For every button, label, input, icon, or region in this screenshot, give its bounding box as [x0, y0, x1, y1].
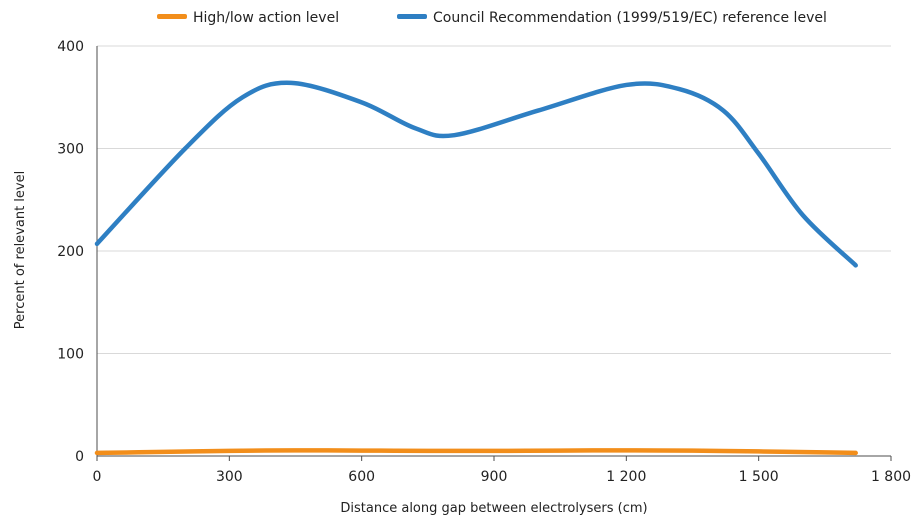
x-tick-label: 1 500 [739, 469, 779, 485]
x-tick-label: 900 [481, 469, 508, 485]
y-tick-label: 400 [57, 39, 84, 55]
y-tick-label: 200 [57, 244, 84, 260]
legend: High/low action level Council Recommenda… [157, 10, 827, 26]
legend-swatch-council [397, 14, 427, 19]
x-axis-title: Distance along gap between electrolysers… [340, 501, 647, 516]
legend-swatch-high-low [157, 14, 187, 19]
x-tick-label: 600 [348, 469, 375, 485]
y-tick-label: 100 [57, 347, 84, 363]
y-tick-label: 0 [75, 449, 84, 465]
series-layer [97, 83, 856, 453]
x-tick-label: 1 200 [606, 469, 646, 485]
series-line-high-low-action-level [97, 450, 856, 453]
gridlines [97, 46, 891, 456]
y-axis-title: Percent of relevant level [13, 171, 28, 329]
x-tick-label: 0 [93, 469, 102, 485]
x-tick-label: 1 800 [871, 469, 911, 485]
legend-label-council: Council Recommendation (1999/519/EC) ref… [433, 10, 827, 26]
x-tick-label: 300 [216, 469, 243, 485]
x-axis-ticks: 0 300 600 900 1 200 1 500 1 800 [93, 456, 912, 485]
series-line-council-recommendation-1999-519-ec-reference-level [97, 83, 856, 266]
y-tick-label: 300 [57, 142, 84, 158]
legend-label-high-low: High/low action level [193, 10, 339, 26]
y-axis-ticks: 0 100 200 300 400 [57, 39, 84, 465]
